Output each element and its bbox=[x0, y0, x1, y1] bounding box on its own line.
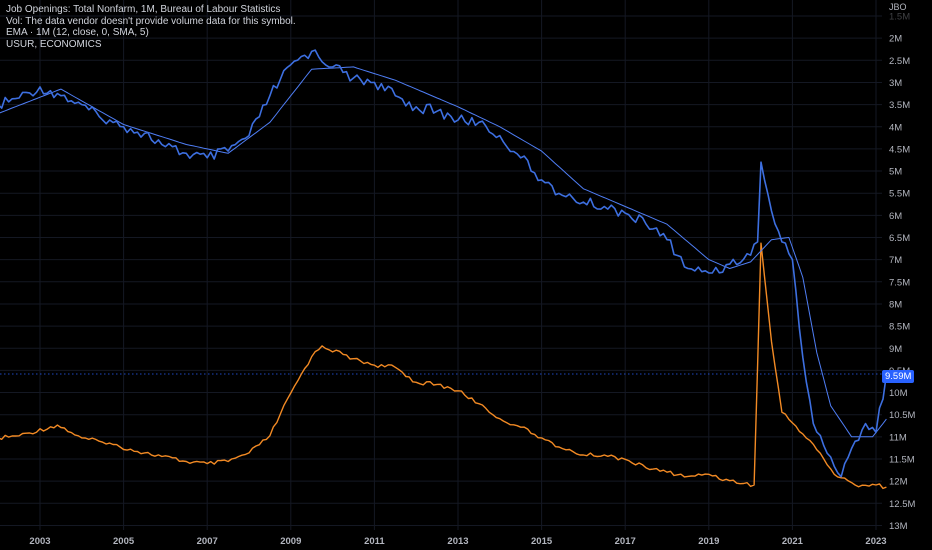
y-tick-label: 2M bbox=[889, 34, 902, 45]
legend-compare-symbol[interactable]: USUR, ECONOMICS bbox=[6, 38, 102, 50]
last-price-tag: 9.59M bbox=[882, 370, 915, 383]
x-tick-label: 2007 bbox=[197, 536, 218, 547]
x-tick-label: 2023 bbox=[865, 536, 886, 547]
y-tick-label: 7.5M bbox=[889, 277, 910, 288]
time-axis[interactable]: 2003 2005 2007 2009 2011 2013 2015 2017 2019 2021… bbox=[29, 536, 886, 547]
x-tick-label: 2015 bbox=[531, 536, 553, 547]
x-tick-label: 2009 bbox=[280, 536, 301, 547]
y-tick-label: 13M bbox=[889, 521, 908, 532]
y-tick-label: 11M bbox=[889, 432, 907, 443]
y-tick-label: 10M bbox=[889, 388, 908, 399]
x-tick-label: 2011 bbox=[364, 536, 385, 547]
x-tick-label: 2017 bbox=[615, 536, 636, 547]
y-tick-label: 1.5M bbox=[889, 12, 910, 23]
x-tick-label: 2013 bbox=[447, 536, 468, 547]
y-tick-label: 5.5M bbox=[889, 189, 910, 200]
x-tick-label: 2019 bbox=[698, 536, 719, 547]
price-scale-symbol: JBO bbox=[889, 2, 907, 12]
y-tick-label: 3.5M bbox=[889, 100, 910, 111]
chart-legend: Job Openings: Total Nonfarm, 1M, Bureau … bbox=[6, 4, 296, 50]
y-tick-label: 10.5M bbox=[889, 410, 915, 421]
legend-ema[interactable]: EMA · 1M (12, close, 0, SMA, 5) bbox=[6, 27, 149, 38]
y-tick-label: 12M bbox=[889, 477, 908, 488]
x-tick-label: 2021 bbox=[782, 536, 804, 547]
y-tick-label: 5M bbox=[889, 167, 902, 178]
y-tick-label: 8M bbox=[889, 299, 902, 310]
series-job-openings-line[interactable] bbox=[0, 49, 888, 478]
y-tick-label: 3M bbox=[889, 78, 902, 89]
y-tick-label: 9M bbox=[889, 344, 902, 355]
y-tick-label: 11.5M bbox=[889, 455, 915, 466]
series-layer bbox=[0, 49, 888, 490]
series-usur-line[interactable] bbox=[0, 242, 887, 490]
grid-lines bbox=[0, 0, 882, 530]
legend-volume-note: Vol: The data vendor doesn't provide vol… bbox=[6, 15, 296, 27]
legend-title[interactable]: Job Openings: Total Nonfarm, 1M, Bureau … bbox=[6, 4, 281, 15]
y-tick-label: 7M bbox=[889, 255, 902, 266]
y-tick-label: 6.5M bbox=[889, 233, 910, 244]
series-ema-line[interactable] bbox=[0, 66, 887, 438]
y-tick-label: 12.5M bbox=[889, 499, 915, 510]
y-tick-label: 6M bbox=[889, 211, 902, 222]
x-tick-label: 2003 bbox=[29, 536, 50, 547]
y-tick-label: 4.5M bbox=[889, 144, 910, 155]
x-tick-label: 2005 bbox=[113, 536, 135, 547]
y-tick-label: 8.5M bbox=[889, 322, 910, 333]
y-tick-label: 4M bbox=[889, 122, 902, 133]
y-tick-label: 2.5M bbox=[889, 56, 910, 67]
